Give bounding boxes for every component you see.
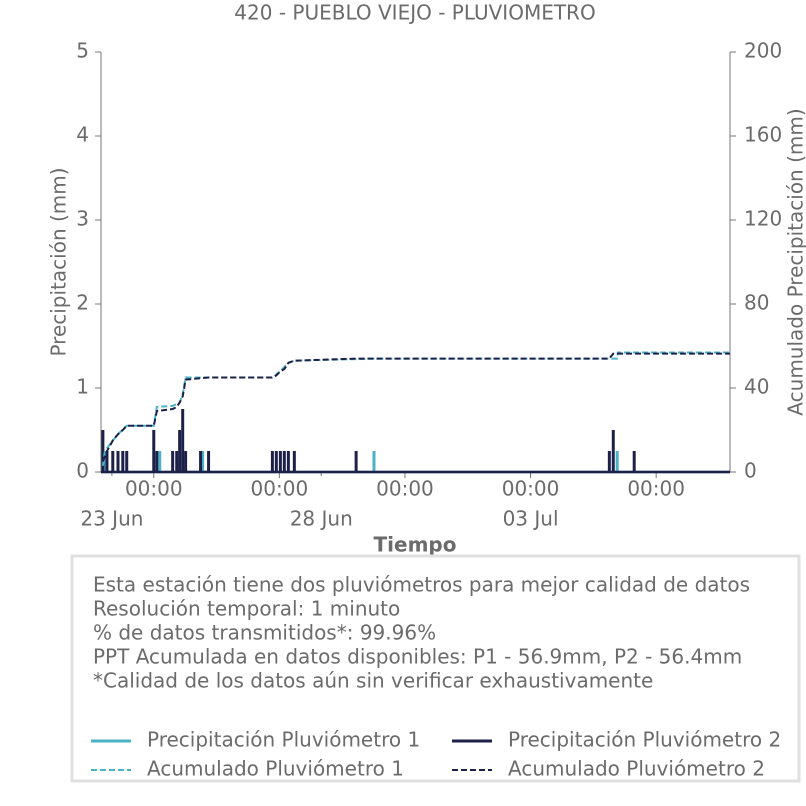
y2-tick-label: 160 bbox=[744, 123, 782, 147]
x-axis-label: Tiempo bbox=[374, 533, 457, 557]
chart-title: 420 - PUEBLO VIEJO - PLUVIOMETRO bbox=[234, 1, 595, 25]
y2-tick-label: 200 bbox=[744, 39, 782, 63]
y-axis-label: Precipitación (mm) bbox=[47, 167, 71, 356]
legend-label: Precipitación Pluviómetro 1 bbox=[147, 728, 420, 752]
y-tick-label: 1 bbox=[76, 375, 89, 399]
x-tick-label: 00:00 bbox=[502, 477, 560, 501]
note: *Calidad de los datos aún sin verificar … bbox=[93, 669, 653, 693]
x-tick-label: 00:00 bbox=[376, 477, 434, 501]
x-date-label: 03 Jul bbox=[503, 507, 559, 531]
y-tick-label: 0 bbox=[76, 459, 89, 483]
x-tick-label: 00:00 bbox=[125, 477, 183, 501]
y-tick-label: 5 bbox=[76, 39, 89, 63]
legend-label: Acumulado Pluviómetro 1 bbox=[147, 757, 404, 781]
y2-tick-label: 0 bbox=[744, 459, 757, 483]
y2-tick-label: 80 bbox=[744, 291, 769, 315]
x-date-label: 23 Jun bbox=[80, 507, 143, 531]
note: % de datos transmitidos*: 99.96% bbox=[93, 621, 436, 645]
x-tick-label: 00:00 bbox=[627, 477, 685, 501]
note: Esta estación tiene dos pluviómetros par… bbox=[93, 573, 750, 597]
y2-tick-label: 120 bbox=[744, 207, 782, 231]
note: Resolución temporal: 1 minuto bbox=[93, 597, 400, 621]
y-tick-label: 2 bbox=[76, 291, 89, 315]
legend-label: Precipitación Pluviómetro 2 bbox=[508, 728, 781, 752]
note: PPT Acumulada en datos disponibles: P1 -… bbox=[93, 645, 742, 669]
cumulative-line bbox=[101, 351, 730, 466]
x-tick-label: 00:00 bbox=[251, 477, 309, 501]
y2-axis-label: Acumulado Precipitación (mm) bbox=[784, 108, 806, 415]
x-date-label: 28 Jun bbox=[290, 507, 353, 531]
y-tick-label: 4 bbox=[76, 123, 89, 147]
y-tick-label: 3 bbox=[76, 207, 89, 231]
legend-label: Acumulado Pluviómetro 2 bbox=[508, 757, 765, 781]
cumulative-line bbox=[101, 352, 730, 462]
info-box bbox=[70, 554, 801, 783]
y2-tick-label: 40 bbox=[744, 375, 769, 399]
